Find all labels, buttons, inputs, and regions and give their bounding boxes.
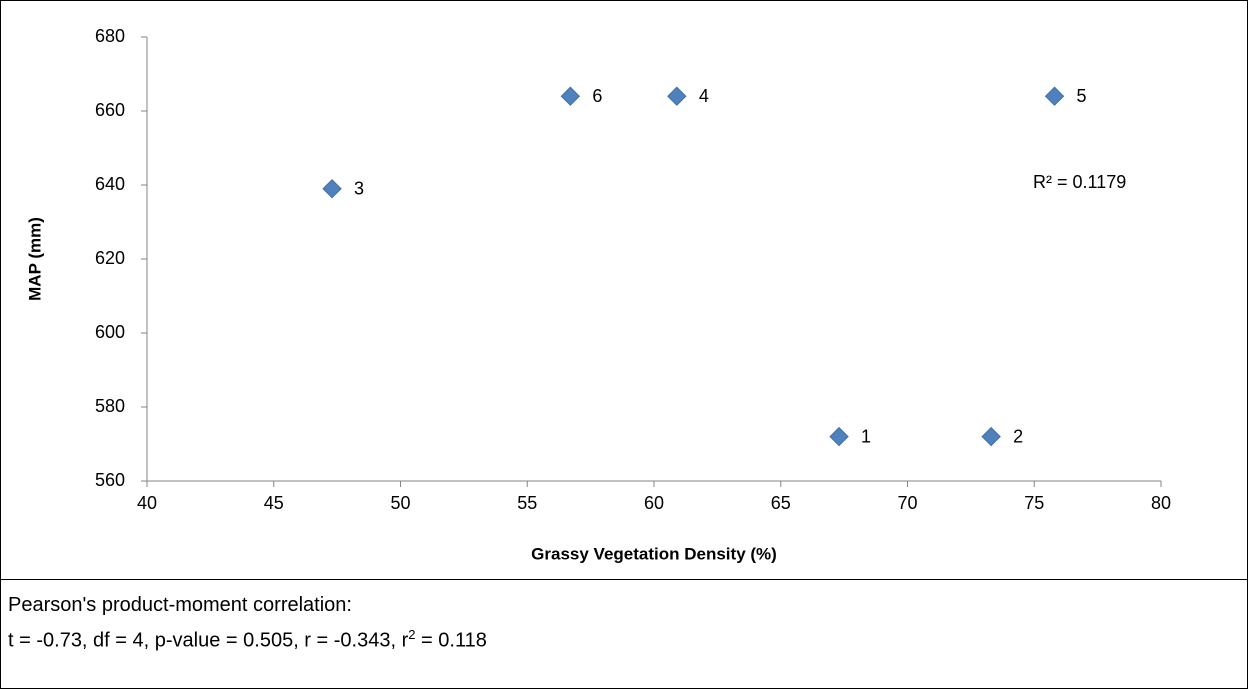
data-label: 2: [1013, 426, 1023, 446]
x-tick-label: 45: [264, 493, 284, 513]
y-tick-label: 600: [95, 322, 125, 342]
data-label: 5: [1077, 86, 1087, 106]
x-tick-label: 55: [517, 493, 537, 513]
text-line: Pearson's product-moment correlation:: [8, 594, 352, 616]
point: [667, 86, 687, 106]
text-box: Pearson's product-moment correlation: t …: [8, 590, 487, 656]
point: [829, 426, 849, 447]
data-label: 4: [699, 86, 709, 106]
y-tick-label: 580: [95, 396, 125, 416]
y-axis-title: MAP (mm): [25, 217, 44, 301]
x-tick-label: 50: [390, 493, 410, 513]
point: [560, 86, 581, 106]
data-label: 1: [861, 426, 871, 446]
annotation: R² = 0.1179: [1033, 172, 1126, 192]
x-tick-label: 60: [644, 493, 664, 513]
point: [322, 178, 342, 199]
data-label: 3: [354, 178, 364, 198]
point: [1044, 86, 1065, 106]
text: = 0.118: [415, 629, 487, 652]
data-label: 6: [592, 86, 602, 106]
point: [981, 426, 1001, 447]
text: t = -0.73, df = 4, p-value = 0.505, r = …: [8, 629, 409, 652]
x-axis-title: Grassy Vegetation Density (%): [531, 544, 777, 563]
x-tick-label: 75: [1024, 493, 1044, 513]
x-tick-label: 40: [137, 493, 157, 513]
x-tick-label: 80: [1151, 493, 1171, 513]
y-tick-label: 660: [95, 100, 125, 120]
y-tick-label: 680: [95, 26, 125, 46]
y-tick-label: 620: [95, 248, 125, 268]
superscript: 2: [408, 627, 416, 642]
y-tick-label: 640: [95, 174, 125, 194]
x-tick-label: 70: [897, 493, 917, 513]
text-line: t = -0.73, df = 4, p-value = 0.505, r = …: [8, 620, 487, 656]
x-tick-label: 65: [771, 493, 791, 513]
y-tick-label: 560: [95, 470, 125, 490]
